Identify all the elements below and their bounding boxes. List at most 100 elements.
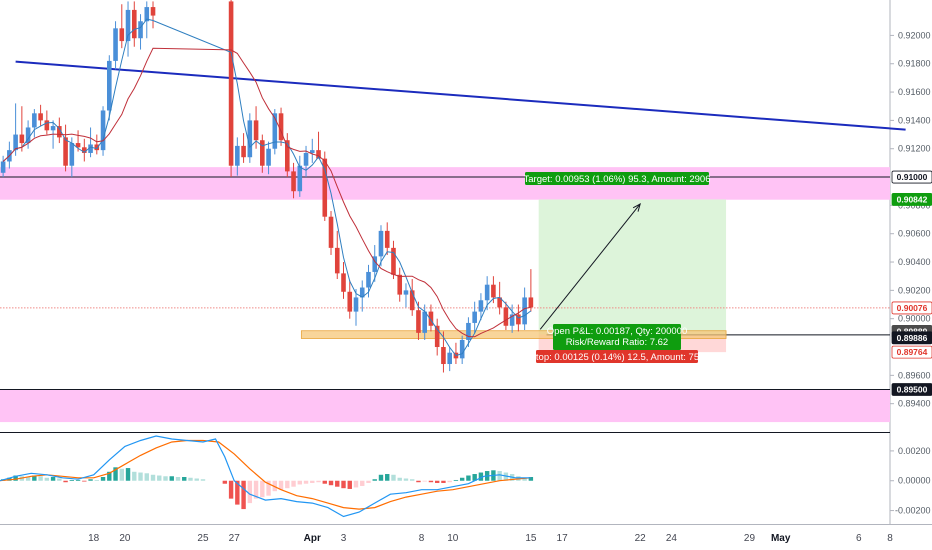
date-label-15: 8 — [887, 533, 893, 544]
macd-histogram-bar-60 — [391, 474, 396, 481]
macd-histogram-bar-65 — [422, 480, 427, 482]
candle-body-26 — [235, 145, 240, 166]
candle-body-29 — [253, 120, 259, 141]
macd-histogram-bar-29 — [182, 477, 187, 481]
candle-body-40 — [322, 158, 328, 217]
candle-body-47 — [366, 271, 371, 288]
macd-histogram-bar-34 — [228, 480, 234, 499]
macd-histogram-bar-21 — [132, 471, 137, 481]
candle-body-36 — [297, 165, 303, 192]
macd-tick-label-0: 0.00200 — [898, 446, 931, 456]
candle-body-62 — [459, 339, 465, 359]
price-axis[interactable]: 0.92000 0.91800 0.91600 0.91400 0.91200 0.908… — [890, 30, 932, 516]
macd-histogram-bar-11 — [69, 479, 75, 481]
candle-body-37 — [303, 152, 309, 166]
candle-body-56 — [422, 311, 428, 333]
macd-histogram-bar-8 — [50, 477, 56, 481]
fast-moving-average — [2, 18, 532, 357]
macd-histogram-bar-58 — [378, 474, 384, 481]
candle-body-48 — [372, 256, 378, 272]
price-tag-4[interactable] — [891, 331, 932, 345]
price-tag-1[interactable] — [891, 193, 932, 206]
price-tag-label-1: 0.90842 — [897, 194, 928, 204]
price-tick-label-10: 0.89600 — [898, 370, 931, 380]
macd-histogram-bar-70 — [453, 479, 459, 481]
date-label-0: 18 — [88, 533, 100, 544]
price-tag-2[interactable] — [891, 301, 932, 315]
macd-histogram-bar-71 — [459, 477, 465, 481]
macd-histogram-bar-64 — [416, 480, 421, 483]
date-label-13: May — [771, 533, 791, 544]
macd-histogram-bar-74 — [478, 472, 484, 481]
candle-body-35 — [291, 171, 296, 192]
price-tag-6[interactable] — [891, 383, 932, 396]
price-tag-5[interactable] — [891, 345, 932, 359]
candle-body-67 — [491, 284, 496, 298]
macd-histogram-bar-10 — [63, 480, 68, 483]
candle-body-50 — [384, 230, 390, 248]
candle-body-7 — [44, 120, 50, 131]
trendline[interactable] — [15, 60, 906, 131]
moving-averages — [2, 18, 532, 357]
macd-histogram-bar-31 — [194, 478, 199, 481]
date-label-1: 20 — [119, 533, 131, 544]
candle-body-12 — [75, 143, 81, 148]
price-tag-0[interactable] — [891, 170, 932, 184]
candle-body-52 — [397, 274, 403, 295]
date-label-5: 3 — [341, 533, 347, 544]
candle-body-46 — [359, 287, 365, 298]
support-band[interactable] — [300, 330, 727, 339]
macd-histogram-bar-46 — [303, 480, 309, 484]
macd-histogram-bar-2 — [13, 475, 18, 481]
candle-body-20 — [125, 9, 131, 42]
candle-body-60 — [447, 352, 452, 365]
macd-histogram-bar-52 — [341, 480, 346, 489]
candle-body-4 — [25, 127, 31, 144]
drawing-lines[interactable] — [0, 60, 906, 391]
candle-body-0 — [0, 161, 6, 173]
slow-moving-average — [2, 47, 532, 338]
time-axis[interactable]: 18 20 25 27 Apr 3 8 10 15 17 22 24 29 May 6 8 — [88, 533, 893, 544]
macd-histogram-bar-54 — [353, 480, 359, 488]
macd-histogram-bar-6 — [38, 476, 43, 481]
candle-body-42 — [334, 247, 340, 274]
macd-histogram-bar-30 — [188, 477, 193, 481]
macd-histogram-bar-25 — [157, 475, 162, 481]
macd-histogram-bar-35 — [235, 480, 240, 505]
macd-tick-label-2: -0.00200 — [895, 506, 931, 516]
candle-body-54 — [409, 290, 415, 311]
macd-histogram-bar-82 — [528, 477, 534, 481]
profit-area[interactable] — [538, 199, 727, 335]
price-tick-label-1: 0.91800 — [898, 59, 931, 69]
macd-histogram-bar-7 — [44, 477, 50, 481]
candle-body-17 — [106, 60, 112, 111]
macd-histogram-bar-68 — [441, 480, 446, 483]
macd-histogram-bar-40 — [266, 480, 271, 496]
macd-histogram-bar-47 — [310, 480, 315, 483]
candle-body-68 — [497, 297, 502, 308]
macd-histogram-bar-45 — [297, 480, 302, 485]
macd-histogram-bar-61 — [397, 477, 402, 481]
macd-histogram-bar-81 — [522, 478, 527, 481]
candle-body-69 — [503, 307, 509, 326]
candle-body-51 — [391, 247, 396, 275]
price-tick-label-8: 0.90200 — [898, 285, 931, 295]
candle-body-11 — [69, 143, 75, 166]
candle-body-27 — [241, 145, 246, 158]
date-label-6: 8 — [419, 533, 425, 544]
macd-histogram-bar-41 — [272, 480, 278, 492]
candle-body-18 — [113, 28, 118, 61]
price-tick-label-0: 0.92000 — [898, 30, 931, 40]
candle-body-65 — [478, 300, 484, 312]
support-zone — [0, 389, 890, 423]
macd-histogram-bar-15 — [94, 479, 100, 481]
projection-arrow[interactable] — [539, 203, 641, 330]
macd-histogram-bar-23 — [144, 473, 149, 481]
macd-signal-line — [0, 439, 531, 510]
macd-histogram-bar-20 — [125, 468, 131, 481]
candle-body-58 — [434, 325, 440, 348]
macd-histogram-bar-18 — [113, 467, 118, 481]
macd-histogram-bar-78 — [503, 472, 509, 481]
